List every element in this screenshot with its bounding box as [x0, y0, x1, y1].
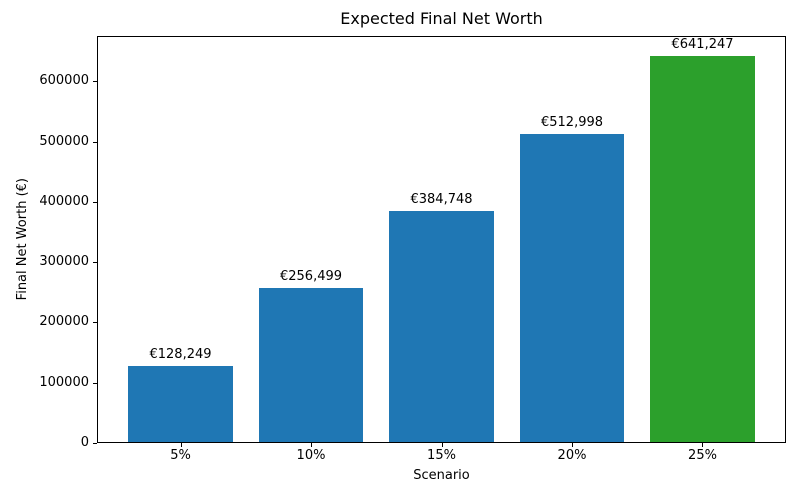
y-tick-label-500000: 500000	[39, 133, 89, 149]
x-tick-25%	[702, 443, 703, 447]
y-tick-label-600000: 600000	[39, 73, 89, 89]
x-axis-label: Scenario	[413, 468, 470, 483]
bar-20%	[519, 133, 625, 443]
bar-value-label-25%: €641,247	[671, 37, 734, 53]
chart-title: Expected Final Net Worth	[340, 9, 543, 28]
x-tick-5%	[181, 443, 182, 447]
y-tick-label-200000: 200000	[39, 314, 89, 330]
y-axis-label: Final Net Worth (€)	[14, 178, 30, 301]
y-tick-label-0: 0	[80, 435, 89, 450]
bar-value-label-5%: €128,249	[149, 346, 212, 362]
y-tick-600000	[93, 81, 97, 82]
bar-15%	[389, 211, 494, 443]
x-tick-label-15%: 15%	[427, 448, 456, 463]
y-tick-label-300000: 300000	[39, 254, 89, 270]
x-tick-label-25%: 25%	[688, 448, 717, 463]
x-tick-10%	[311, 443, 312, 447]
bar-10%	[258, 288, 364, 443]
y-tick-300000	[93, 262, 97, 263]
x-tick-20%	[572, 443, 573, 447]
y-tick-100000	[93, 383, 97, 384]
y-tick-500000	[93, 142, 97, 143]
y-tick-0	[93, 443, 97, 444]
y-tick-200000	[93, 322, 97, 323]
bar-5%	[128, 365, 233, 443]
y-axis-label-container: Final Net Worth (€)	[8, 36, 36, 443]
bar-value-label-15%: €384,748	[410, 192, 473, 207]
bar-value-label-20%: €512,998	[540, 114, 604, 130]
x-tick-label-5%: 5%	[170, 448, 191, 463]
bar-25%	[650, 56, 755, 443]
y-tick-400000	[93, 202, 97, 203]
x-tick-15%	[442, 443, 443, 447]
x-tick-label-20%: 20%	[557, 448, 587, 463]
y-tick-label-400000: 400000	[39, 193, 89, 209]
y-tick-label-100000: 100000	[39, 374, 89, 390]
bar-value-label-10%: €256,499	[279, 269, 343, 285]
x-tick-label-10%: 10%	[296, 448, 326, 463]
